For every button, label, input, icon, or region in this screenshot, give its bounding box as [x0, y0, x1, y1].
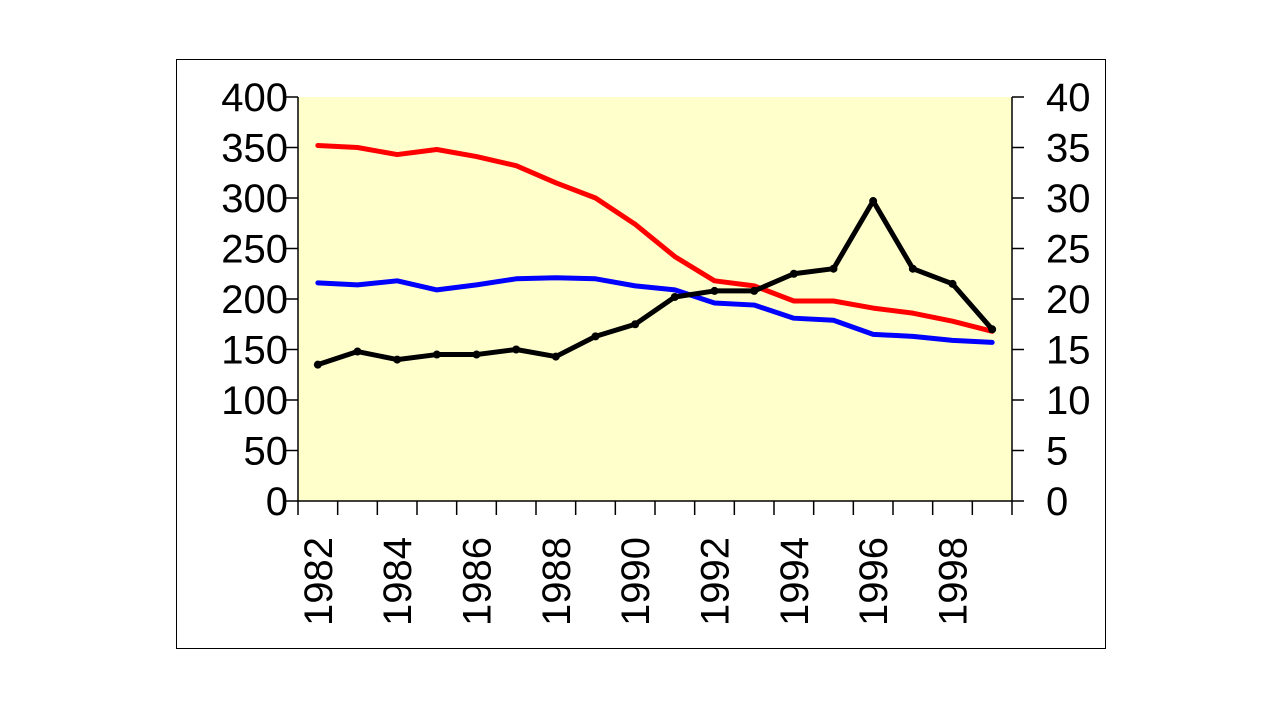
series-3-point	[393, 355, 402, 364]
left-y-tick-label: 300	[221, 177, 288, 221]
left-y-tick-label: 200	[221, 278, 288, 322]
x-tick-label: 1990	[614, 537, 658, 626]
series-3-point	[353, 347, 362, 356]
left-y-axis: 0 50 100 150 200 250 300 350 400	[221, 76, 299, 524]
series-3-point	[988, 325, 997, 334]
series-3-point	[512, 345, 521, 354]
series-3-point	[591, 332, 600, 341]
right-y-axis: 0 5 10 15 20 25 30 35 40	[1011, 76, 1091, 524]
left-y-tick-label: 250	[221, 228, 288, 272]
plot-area	[298, 97, 1012, 501]
right-y-tick-label: 10	[1046, 379, 1091, 423]
series-3-point	[750, 286, 759, 295]
series-3-point	[948, 279, 957, 288]
x-tick-label: 1984	[376, 537, 420, 626]
series-line-3	[315, 198, 995, 368]
left-y-tick-label: 150	[221, 329, 288, 373]
series-3-point	[908, 264, 917, 273]
right-y-tick-label: 30	[1046, 177, 1091, 221]
x-tick-label: 1996	[852, 537, 896, 626]
x-axis: 1982 1984 1986 1988 1990 1992 1994 1996 1998	[297, 500, 1013, 626]
right-y-tick-label: 0	[1046, 480, 1068, 524]
left-y-tick-label: 0	[266, 480, 288, 524]
series-3-point	[432, 350, 441, 359]
right-y-tick-label: 25	[1046, 228, 1091, 272]
series-3-point	[829, 264, 838, 273]
left-y-tick-label: 100	[221, 379, 288, 423]
left-y-tick-label: 350	[221, 127, 288, 171]
x-tick-label: 1982	[297, 537, 341, 626]
left-y-tick-label: 50	[244, 430, 289, 474]
right-y-tick-label: 20	[1046, 278, 1091, 322]
left-y-tick-label: 400	[221, 76, 288, 120]
right-y-tick-label: 5	[1046, 430, 1068, 474]
x-tick-label: 1994	[773, 537, 817, 626]
x-tick-label: 1988	[535, 537, 579, 626]
series-3-point	[472, 350, 481, 359]
series-3-point	[631, 320, 640, 329]
right-y-tick-label: 15	[1046, 329, 1091, 373]
series-3-point	[710, 286, 719, 295]
right-y-tick-label: 35	[1046, 127, 1091, 171]
series-layer	[313, 142, 997, 369]
x-tick-label: 1998	[932, 537, 976, 626]
x-tick-label: 1992	[694, 537, 738, 626]
series-line-2	[315, 275, 995, 345]
series-3-point	[670, 292, 679, 301]
series-3-point	[869, 197, 878, 206]
right-y-tick-label: 40	[1046, 76, 1091, 120]
series-3-point	[789, 269, 798, 278]
series-3-point	[313, 360, 322, 369]
x-tick-label: 1986	[456, 537, 500, 626]
series-3-point	[551, 352, 560, 361]
series-line-1	[315, 142, 995, 334]
